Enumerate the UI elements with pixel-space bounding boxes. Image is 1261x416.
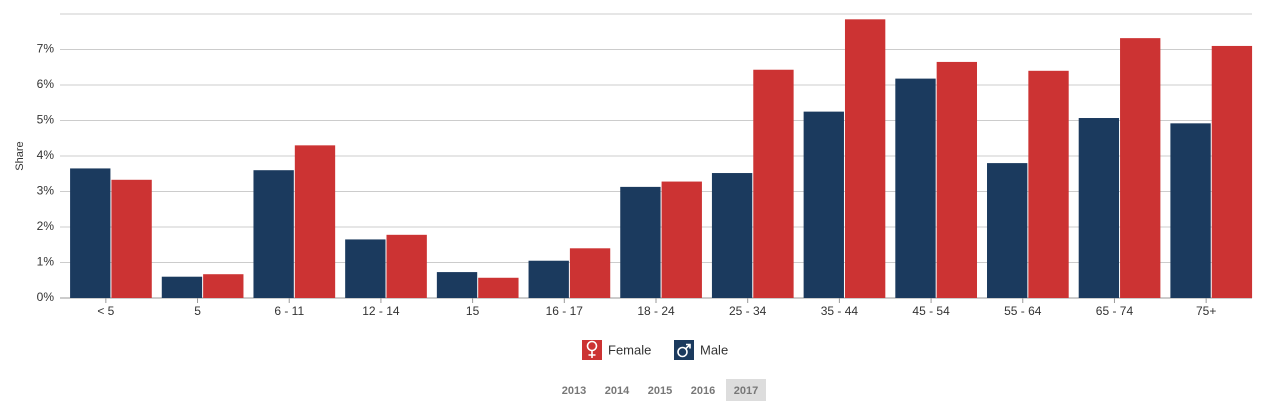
year-label: 2015	[648, 385, 672, 397]
year-button[interactable]: 2015	[648, 385, 672, 397]
bar	[345, 239, 386, 298]
bar	[569, 248, 611, 298]
bar	[70, 168, 111, 298]
x-tick-label: 35 - 44	[821, 304, 859, 318]
y-axis-label: Share	[14, 141, 26, 170]
y-tick-label: 3%	[37, 184, 55, 198]
year-label: 2014	[605, 385, 630, 397]
bar	[936, 61, 978, 298]
x-tick-label: 55 - 64	[1004, 304, 1042, 318]
bar	[294, 145, 336, 298]
male-icon	[685, 343, 691, 350]
bar	[1078, 118, 1120, 298]
bar	[844, 19, 886, 298]
year-label: 2017	[734, 385, 758, 397]
bar	[753, 69, 794, 298]
year-button[interactable]: 2014	[605, 385, 630, 397]
x-tick-label: 5	[194, 304, 201, 318]
y-tick-label: 4%	[37, 148, 55, 162]
bar	[711, 173, 753, 298]
bar	[1028, 70, 1069, 298]
bar	[161, 276, 203, 298]
y-tick-label: 2%	[37, 219, 55, 233]
bar	[386, 234, 427, 298]
legend-label: Male	[700, 342, 728, 357]
female-icon	[588, 350, 596, 358]
legend-item[interactable]: Male	[674, 340, 728, 360]
x-tick-label: 18 - 24	[637, 304, 675, 318]
legend-label: Female	[608, 342, 651, 357]
y-tick-label: 1%	[37, 255, 55, 269]
year-button[interactable]: 2016	[691, 385, 715, 397]
bar	[436, 272, 478, 298]
x-tick-label: 16 - 17	[546, 304, 584, 318]
x-tick-label: 45 - 54	[912, 304, 950, 318]
year-selected-bg	[726, 379, 766, 401]
x-tick-label: < 5	[97, 304, 114, 318]
bar	[1170, 123, 1211, 298]
x-tick-label: 12 - 14	[362, 304, 400, 318]
y-tick-label: 5%	[37, 113, 55, 127]
x-tick-label: 6 - 11	[274, 304, 304, 318]
bar	[987, 163, 1028, 298]
bar	[478, 277, 519, 298]
bar	[1211, 45, 1253, 299]
bar	[661, 181, 702, 298]
year-label: 2013	[562, 385, 586, 397]
bar	[803, 111, 844, 298]
x-tick-label: 75+	[1196, 304, 1216, 318]
bar	[528, 260, 569, 298]
male-icon	[677, 346, 688, 358]
bar	[620, 186, 661, 298]
bar	[1120, 38, 1161, 298]
x-tick-label: 65 - 74	[1096, 304, 1134, 318]
year-label: 2016	[691, 385, 715, 397]
bar	[253, 170, 294, 298]
legend-item[interactable]: Female	[582, 340, 651, 360]
bar	[203, 274, 244, 298]
bar	[111, 179, 152, 298]
y-tick-label: 6%	[37, 77, 55, 91]
x-tick-label: 15	[466, 304, 480, 318]
y-tick-label: 7%	[37, 42, 55, 56]
year-button[interactable]: 2017	[726, 379, 766, 401]
y-tick-label: 0%	[37, 290, 55, 304]
bar	[895, 78, 936, 298]
x-tick-label: 25 - 34	[729, 304, 767, 318]
year-button[interactable]: 2013	[562, 385, 586, 397]
